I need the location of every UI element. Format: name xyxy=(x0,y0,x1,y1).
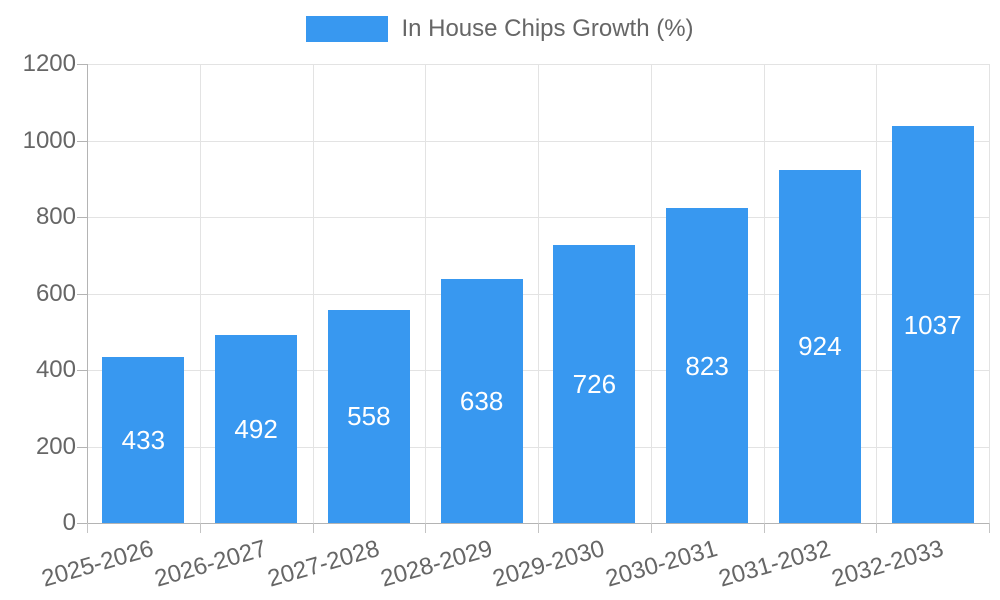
bar-2027-2028[interactable] xyxy=(327,309,410,523)
y-tick-label: 1000 xyxy=(22,126,76,154)
x-tick-mark xyxy=(989,523,990,533)
bar-2031-2032[interactable] xyxy=(778,169,861,523)
legend-label: In House Chips Growth (%) xyxy=(401,15,694,42)
y-tick-label: 600 xyxy=(35,279,76,307)
gridline-vertical xyxy=(650,64,652,523)
y-tick-label: 800 xyxy=(35,203,76,230)
legend-item[interactable]: In House Chips Growth (%) xyxy=(0,16,1000,42)
x-tick-mark xyxy=(312,523,314,533)
y-tick-label: 0 xyxy=(62,509,76,536)
x-tick-mark xyxy=(87,523,88,533)
bar-2032-2033[interactable] xyxy=(891,126,974,523)
bar-2030-2031[interactable] xyxy=(666,208,749,523)
gridline-vertical xyxy=(989,64,990,523)
gridline-vertical xyxy=(312,64,314,523)
gridline-vertical xyxy=(199,64,201,523)
x-tick-mark xyxy=(199,523,201,533)
y-axis-line xyxy=(87,64,88,523)
y-tick-mark xyxy=(77,446,87,448)
y-tick-mark xyxy=(77,370,87,371)
gridline-vertical xyxy=(425,64,427,523)
y-tick-mark xyxy=(77,293,87,295)
y-tick-label: 400 xyxy=(35,356,76,383)
x-tick-mark xyxy=(763,523,765,533)
x-tick-mark xyxy=(538,523,539,533)
x-tick-mark xyxy=(876,523,878,533)
gridline-vertical xyxy=(763,64,765,523)
x-tick-mark xyxy=(425,523,427,533)
x-tick-mark xyxy=(650,523,652,533)
y-tick-mark xyxy=(77,217,87,218)
y-tick-mark xyxy=(77,523,87,524)
y-tick-mark xyxy=(77,64,87,65)
y-tick-label: 1200 xyxy=(22,50,76,77)
y-tick-label: 200 xyxy=(35,432,76,460)
legend-swatch xyxy=(306,16,389,42)
bar-2028-2029[interactable] xyxy=(440,278,523,523)
gridline-vertical xyxy=(876,64,878,523)
y-tick-mark xyxy=(77,140,87,142)
bar-2025-2026[interactable] xyxy=(102,357,185,523)
bar-2026-2027[interactable] xyxy=(215,334,298,523)
bar-2029-2030[interactable] xyxy=(553,245,636,523)
gridline-vertical xyxy=(538,64,539,523)
